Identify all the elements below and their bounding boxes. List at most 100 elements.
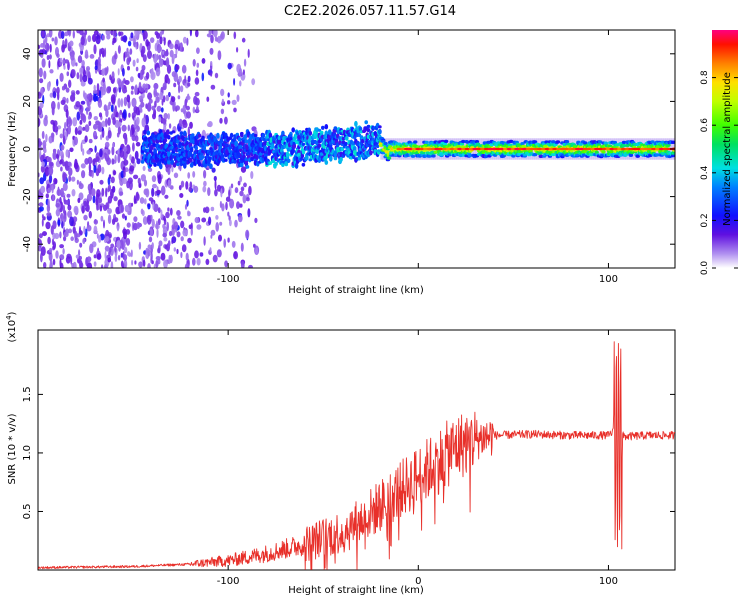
noise-speck <box>132 222 138 231</box>
noise-speck <box>148 197 154 202</box>
noise-speck <box>152 201 155 210</box>
spectral-cell <box>321 125 325 130</box>
noise-speck <box>110 261 114 268</box>
noise-speck <box>103 149 109 154</box>
noise-speck <box>41 218 44 227</box>
noise-speck <box>93 123 98 130</box>
noise-speck <box>189 30 192 37</box>
spectral-cell <box>458 153 464 158</box>
noise-speck <box>105 108 109 118</box>
noise-speck <box>196 105 199 113</box>
noise-speck <box>98 235 102 243</box>
noise-speck <box>142 30 148 40</box>
noise-speck <box>210 229 216 236</box>
noise-speck <box>173 221 179 230</box>
noise-speck <box>99 179 104 185</box>
noise-speck <box>145 72 150 80</box>
noise-speck <box>52 258 56 266</box>
noise-speck <box>185 95 191 101</box>
colorbar-ticks: 0.0 0.2 0.4 0.6 0.8 <box>700 70 738 275</box>
noise-speck <box>224 260 229 268</box>
noise-speck <box>44 166 50 177</box>
noise-speck <box>155 260 159 268</box>
noise-speck <box>210 206 215 212</box>
noise-speck <box>169 254 173 264</box>
noise-speck <box>153 82 159 90</box>
noise-speck <box>136 41 139 50</box>
noise-speck <box>59 72 64 82</box>
noise-speck <box>65 87 70 93</box>
noise-speck <box>105 187 108 198</box>
noise-speck <box>88 138 93 144</box>
noise-speck <box>196 257 201 266</box>
noise-speck <box>248 264 253 268</box>
spectral-cell <box>234 140 238 147</box>
spectral-cell <box>447 153 452 157</box>
noise-speck <box>46 55 50 60</box>
noise-speck <box>162 95 166 103</box>
noise-speck <box>54 232 60 240</box>
noise-speck <box>167 77 171 85</box>
noise-speck <box>93 116 99 121</box>
spectrogram-x-label: Height of straight line (km) <box>288 285 424 296</box>
noise-speck <box>127 40 132 47</box>
noise-speck <box>184 75 187 84</box>
x-tick-label: 0 <box>415 576 421 587</box>
noise-speck <box>44 42 50 52</box>
noise-speck <box>75 233 81 238</box>
noise-speck <box>133 195 137 205</box>
noise-speck <box>118 31 122 37</box>
noise-speck <box>119 239 124 249</box>
noise-speck <box>101 87 106 96</box>
noise-speck <box>156 105 162 112</box>
noise-speck <box>87 35 92 43</box>
noise-speck <box>204 206 210 214</box>
noise-speck <box>134 150 139 160</box>
noise-speck <box>201 58 206 64</box>
noise-speck <box>182 121 188 128</box>
noise-speck <box>81 170 86 179</box>
noise-speck <box>135 116 140 126</box>
noise-speck <box>159 92 164 100</box>
noise-speck <box>55 250 59 259</box>
noise-speck <box>107 195 113 204</box>
spectral-cell <box>292 143 297 149</box>
noise-speck <box>66 97 69 104</box>
noise-speck <box>79 67 84 75</box>
noise-speck <box>38 237 41 244</box>
colorbar-tick-label: 0.6 <box>700 118 710 133</box>
noise-speck <box>160 107 164 113</box>
spectral-cell <box>467 153 473 158</box>
noise-speck <box>110 94 116 104</box>
spectral-cell <box>353 146 357 151</box>
noise-speck <box>176 231 181 238</box>
noise-speck <box>111 146 115 156</box>
snr-frame <box>37 329 676 571</box>
noise-speck <box>78 192 84 200</box>
noise-speck <box>168 123 172 129</box>
noise-speck <box>159 36 163 45</box>
noise-speck <box>140 101 145 108</box>
noise-speck <box>51 37 55 42</box>
noise-speck <box>126 94 131 103</box>
x-tick-label: 100 <box>599 576 618 587</box>
noise-speck <box>158 240 163 247</box>
noise-speck <box>194 91 200 97</box>
noise-speck <box>38 202 44 207</box>
spectral-cell <box>381 151 386 155</box>
spectral-cell <box>459 142 465 146</box>
noise-speck <box>66 193 71 198</box>
spectral-cell <box>244 139 249 144</box>
noise-speck <box>123 146 128 153</box>
noise-speck <box>93 93 97 103</box>
noise-speck <box>238 214 243 223</box>
noise-speck <box>173 101 176 108</box>
colorbar-tick-label: 0.0 <box>700 261 710 276</box>
noise-speck <box>86 256 92 263</box>
noise-speck <box>180 251 183 259</box>
noise-speck <box>65 109 69 119</box>
noise-speck <box>142 54 147 62</box>
noise-speck <box>44 35 48 44</box>
spectral-cell <box>532 153 538 157</box>
noise-speck <box>46 212 52 217</box>
